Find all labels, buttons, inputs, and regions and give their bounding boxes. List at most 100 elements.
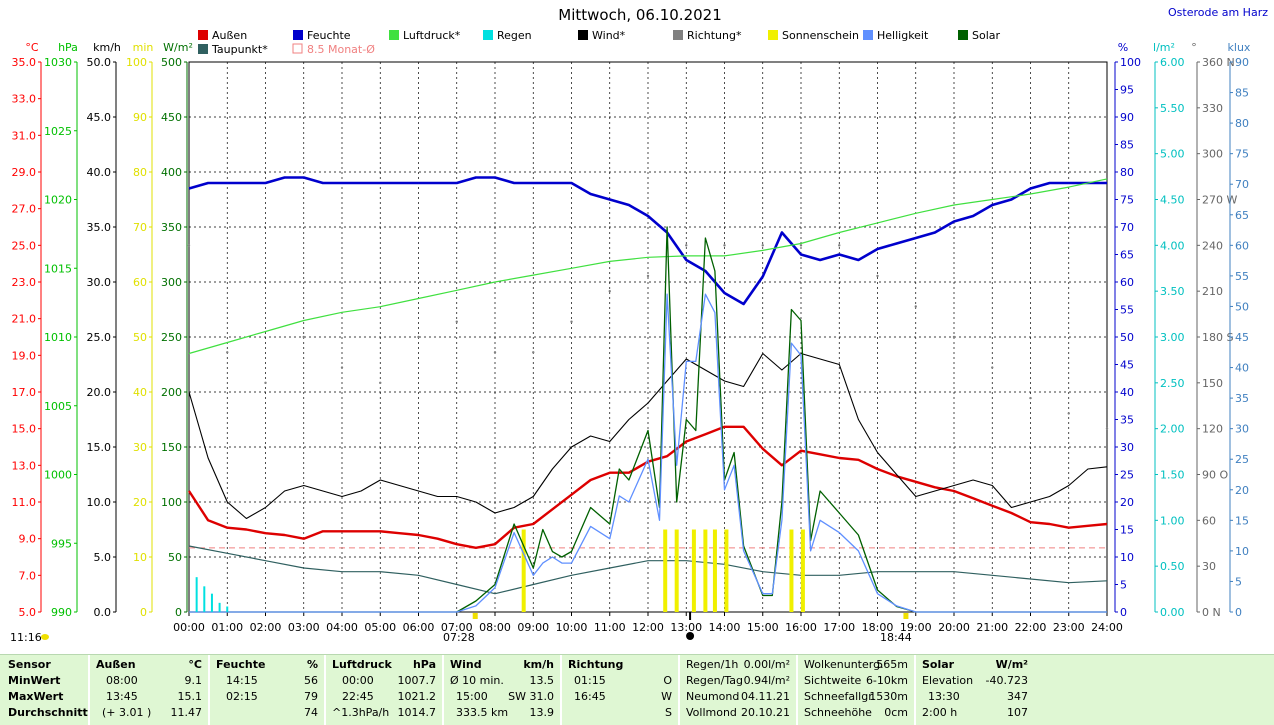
left-axis-tick-label: 150 [161, 441, 182, 454]
legend-swatch [389, 30, 399, 40]
right-axis-tick-label: 50 [1120, 331, 1134, 344]
luftdruck-title: Luftdruck [332, 658, 392, 671]
direction-point [914, 305, 917, 308]
info2-value: 0cm [884, 706, 908, 719]
luftdruck-line [188, 178, 1108, 355]
right-axis-tick-label: 30 [1120, 441, 1134, 454]
left-axis-tick-label: 23.0 [12, 276, 37, 289]
left-axis-tick-label: 45.0 [87, 111, 112, 124]
left-axis-tick-label: 29.0 [12, 166, 37, 179]
plot-area [41, 176, 1109, 640]
right-axis-tick-label: 3.00 [1160, 331, 1185, 344]
direction-point [685, 244, 688, 247]
x-tick-label: 16:00 [785, 621, 817, 634]
left-axis-tick-label: 0 [140, 606, 147, 619]
x-tick-label: 04:00 [326, 621, 358, 634]
left-axis-tick-label: 25.0 [12, 239, 37, 252]
left-axis-tick-label: 31.0 [12, 129, 37, 142]
x-tick-label: 14:00 [709, 621, 741, 634]
left-axis-tick-label: 25.0 [87, 331, 112, 344]
legend-label: Sonnenschein [782, 29, 859, 42]
right-axis-tick-label: 5 [1235, 575, 1242, 588]
right-axis-tick-label: 4.00 [1160, 239, 1185, 252]
right-axis-tick-label: 0 N [1202, 606, 1221, 619]
direction-point [646, 274, 650, 278]
direction-point [379, 381, 382, 385]
stats-col-sensor: Sensor MinWert MaxWert Durchschnitt [0, 655, 88, 725]
x-tick-label: 00:00 [173, 621, 205, 634]
left-axis-tick-label: 40.0 [87, 166, 112, 179]
aussen-avg: 11.47 [170, 706, 203, 719]
right-axis-tick-label: 150 [1202, 377, 1223, 390]
left-axis-tick-label: 80 [133, 166, 147, 179]
left-axis-tick-label: 20.0 [87, 386, 112, 399]
x-tick-label: 22:00 [1015, 621, 1047, 634]
right-axis-tick-label: 300 [1202, 148, 1223, 161]
direction-point [608, 289, 611, 293]
right-axis-tick-label: 100 [1120, 56, 1141, 69]
right-axis-tick-label: 20 [1120, 496, 1134, 509]
left-axis-unit: W/m² [163, 41, 193, 54]
stats-col-wind: Wind km/h Ø 10 min. 13.5 15:00 SW 31.0 333.… [442, 655, 560, 725]
luftdruck-avg: 1014.7 [397, 706, 437, 719]
right-axis-tick-label: 6.00 [1160, 56, 1185, 69]
left-axis-tick-label: 5.0 [19, 606, 37, 619]
left-axis-tick-label: 7.0 [19, 569, 37, 582]
helligkeit-line [189, 293, 1107, 613]
right-axis-tick-label: 85 [1120, 139, 1134, 152]
left-axis-tick-label: 90 [133, 111, 147, 124]
sunshine-bar [800, 529, 805, 612]
left-axis-tick-label: 30 [133, 441, 147, 454]
legend-label: Helligkeit [877, 29, 929, 42]
aussen-min-time: 08:00 [106, 674, 138, 687]
left-axis-tick-label: 11.0 [12, 496, 37, 509]
info2-value: 1530m [869, 690, 908, 703]
right-axis-tick-label: 0.00 [1160, 606, 1185, 619]
left-axis-tick-label: 50 [168, 551, 182, 564]
x-tick-label: 15:00 [747, 621, 779, 634]
direction-point [302, 335, 305, 339]
right-axis-tick-label: 70 [1120, 221, 1134, 234]
left-axis-tick-label: 15.0 [87, 441, 112, 454]
stats-panel: Sensor MinWert MaxWert Durchschnitt Auße… [0, 654, 1274, 725]
left-axis-tick-label: 50 [133, 331, 147, 344]
maxwert-label: MaxWert [8, 690, 64, 703]
direction-point [876, 274, 879, 278]
info2-value: 6-10km [865, 674, 908, 687]
left-axis-tick-label: 40 [133, 386, 147, 399]
info2-label: Schneehöhe [804, 706, 872, 719]
legend-swatch [292, 43, 303, 54]
left-axis-tick-label: 250 [161, 331, 182, 344]
right-axis-tick-label: 35 [1235, 392, 1249, 405]
right-axis-tick-label: 0 [1120, 606, 1127, 619]
sunshine-bar [663, 529, 668, 612]
chart-title: Mittwoch, 06.10.2021 [558, 6, 722, 24]
stats-col-solar: Solar W/m² Elevation -40.723 13:30 347 2:00… [914, 655, 1034, 725]
left-axis-tick-label: 1020 [44, 194, 72, 207]
right-axis-tick-label: 1.50 [1160, 469, 1185, 482]
direction-point [187, 244, 191, 247]
x-tick-label: 12:00 [632, 621, 664, 634]
luftdruck-max-time: 22:45 [342, 690, 374, 703]
x-tick-label: 01:00 [211, 621, 243, 634]
day-length-label: 11:16 [10, 631, 42, 644]
right-axis-tick-label: 40 [1120, 386, 1134, 399]
sunshine-bar [691, 529, 696, 612]
right-axis-tick-label: 2.00 [1160, 423, 1185, 436]
x-tick-label: 11:00 [594, 621, 626, 634]
left-axis-tick-label: 9.0 [19, 533, 37, 546]
feuchte-min: 56 [304, 674, 318, 687]
left-axis-tick-label: 35.0 [12, 56, 37, 69]
luftdruck-max: 1021.2 [397, 690, 437, 703]
sunset-label: 18:44 [880, 631, 912, 644]
x-tick-label: 02:00 [250, 621, 282, 634]
solar-line [189, 226, 1107, 613]
solar-r1: Elevation [922, 674, 974, 687]
legend-swatch [198, 30, 208, 40]
legend-swatch [673, 30, 683, 40]
sunshine-bar [712, 529, 717, 612]
direction-point [952, 335, 956, 339]
right-axis-tick-label: 25 [1120, 469, 1134, 482]
legend-label: Solar [972, 29, 1001, 42]
